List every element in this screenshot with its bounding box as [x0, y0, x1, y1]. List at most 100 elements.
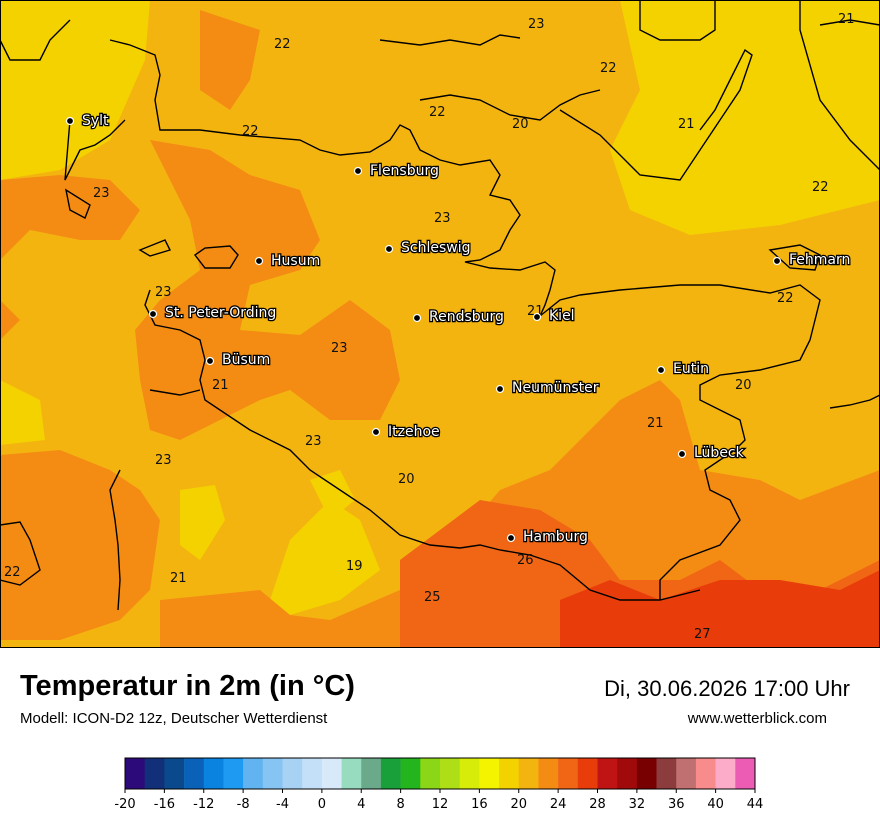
legend-color-box	[420, 758, 441, 789]
temperature-map: 23 21 22 22 22 20 21 22 23 22 23 23 22 2…	[0, 0, 880, 648]
legend-color-box	[597, 758, 618, 789]
city-label-buesum: Büsum	[222, 352, 270, 368]
cool-zones	[0, 0, 880, 615]
legend-color-box	[380, 758, 401, 789]
city-label-rendsburg: Rendsburg	[429, 309, 504, 325]
legend-color-boxes	[124, 757, 756, 790]
city-label-hamburg: Hamburg	[523, 529, 588, 545]
temp-label: 21	[647, 416, 664, 431]
legend-color-box	[459, 758, 480, 789]
legend-color-box	[321, 758, 342, 789]
legend-tick-label: -8	[237, 797, 250, 812]
map-title: Temperatur in 2m (in °C)	[20, 670, 355, 702]
legend-color-box	[538, 758, 559, 789]
temp-label: 22	[812, 180, 829, 195]
legend-tick-label: -12	[193, 797, 214, 812]
city-label-flensburg: Flensburg	[370, 163, 439, 179]
city-marker	[412, 313, 422, 323]
legend-color-box	[341, 758, 362, 789]
temp-label: 25	[424, 590, 441, 605]
legend-color-box	[125, 758, 145, 789]
city-label-sylt: Sylt	[82, 113, 109, 129]
temperature-labels: 23 21 22 22 22 20 21 22 23 22 23 23 22 2…	[4, 12, 855, 642]
city-marker	[506, 533, 516, 543]
legend-color-box	[262, 758, 283, 789]
legend-color-box	[400, 758, 421, 789]
legend-color-box	[656, 758, 677, 789]
city-marker	[254, 256, 264, 266]
legend-color-box	[735, 758, 756, 789]
legend-color-box	[695, 758, 716, 789]
legend-color-box	[144, 758, 165, 789]
legend-tick-label: 4	[357, 797, 365, 812]
legend-tick-label: 24	[550, 797, 567, 812]
legend-color-box	[577, 758, 598, 789]
legend-tick-label: -4	[276, 797, 289, 812]
color-legend: -20 -16 -12 -8 -4 0 4 8 12 16 20 24 28 32 36 40 44	[114, 757, 764, 812]
temp-label: 22	[274, 37, 291, 52]
legend-color-box	[203, 758, 224, 789]
legend-color-box	[715, 758, 736, 789]
legend-color-box	[302, 758, 323, 789]
city-label-itzehoe: Itzehoe	[388, 424, 440, 440]
legend-tick-label: 44	[747, 797, 764, 812]
temp-label: 21	[838, 12, 855, 27]
legend-tick-label: 16	[471, 797, 488, 812]
legend-color-box	[676, 758, 697, 789]
legend-tick-label: -16	[154, 797, 175, 812]
website-link[interactable]: www.wetterblick.com	[687, 710, 827, 727]
temp-label: 21	[678, 117, 695, 132]
cities: Sylt Flensburg Schleswig Husum St. Peter…	[65, 112, 852, 546]
hottest-zones	[560, 570, 880, 648]
legend-color-box	[440, 758, 460, 789]
temp-label: 21	[170, 571, 187, 586]
temp-label: 26	[517, 553, 534, 568]
legend-tick-label: 8	[396, 797, 404, 812]
temp-label: 20	[512, 117, 529, 132]
city-label-schleswig: Schleswig	[401, 240, 470, 256]
legend-color-box	[558, 758, 579, 789]
temp-label: 23	[305, 434, 322, 449]
temp-label: 20	[398, 472, 415, 487]
legend-tick-label: 36	[668, 797, 685, 812]
city-marker	[772, 256, 782, 266]
temp-label: 22	[600, 61, 617, 76]
city-marker	[205, 356, 215, 366]
legend-tick-label: 20	[510, 797, 527, 812]
coastlines	[0, 0, 880, 611]
city-label-fehmarn: Fehmarn	[789, 252, 850, 268]
legend-color-box	[479, 758, 500, 789]
city-marker	[353, 166, 363, 176]
legend-color-box	[223, 758, 244, 789]
legend-color-box	[617, 758, 638, 789]
temp-label: 22	[4, 565, 21, 580]
temp-label: 23	[155, 453, 172, 468]
city-marker	[65, 116, 75, 126]
temp-label: 23	[434, 211, 451, 226]
temp-label: 23	[528, 17, 545, 32]
city-label-eutin: Eutin	[673, 361, 709, 377]
temp-label: 20	[735, 378, 752, 393]
city-label-st-peter-ording: St. Peter-Ording	[165, 305, 276, 321]
city-marker	[532, 312, 542, 322]
temp-label: 22	[777, 291, 794, 306]
city-label-neumuenster: Neumünster	[512, 380, 599, 396]
legend-color-box	[243, 758, 264, 789]
city-marker	[371, 427, 381, 437]
legend-color-box	[499, 758, 520, 789]
temp-label: 21	[212, 378, 229, 393]
legend-color-box	[282, 758, 303, 789]
temp-label: 23	[331, 341, 348, 356]
legend-color-box	[164, 758, 185, 789]
city-marker	[656, 365, 666, 375]
city-label-luebeck: Lübeck	[694, 445, 745, 461]
legend-tick-label: 28	[589, 797, 606, 812]
city-label-kiel: Kiel	[549, 308, 575, 324]
city-marker	[495, 384, 505, 394]
temp-label: 19	[346, 559, 363, 574]
city-marker	[677, 449, 687, 459]
temp-label: 23	[155, 285, 172, 300]
temp-label: 22	[242, 124, 259, 139]
legend-color-box	[518, 758, 539, 789]
legend-color-box	[636, 758, 657, 789]
